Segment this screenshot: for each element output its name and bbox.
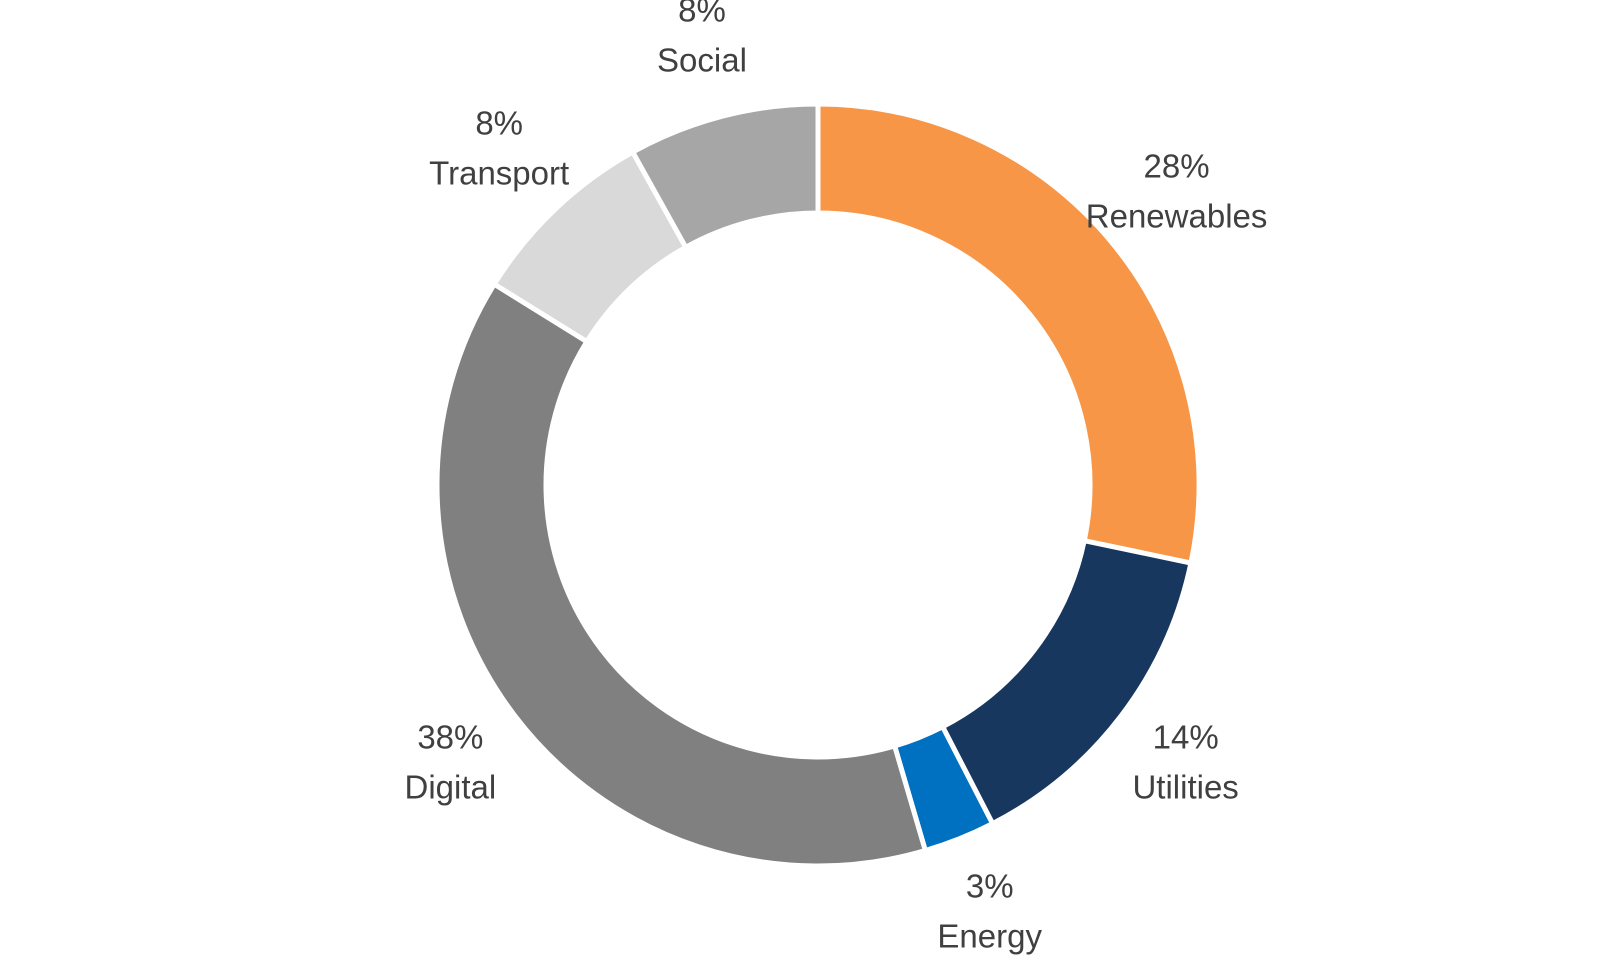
donut-slice [434,280,929,869]
category-label: Utilities [1132,769,1238,806]
category-label: Transport [429,154,569,191]
category-label: Digital [405,769,497,806]
category-label: Energy [937,918,1042,955]
data-label: 8% [475,104,523,141]
donut-slice [629,101,821,251]
category-label: Renewables [1086,197,1268,234]
data-label: 14% [1153,719,1219,756]
data-label: 8% [678,0,726,29]
donut-slice [815,101,1202,566]
category-label: Social [657,42,747,79]
data-label: 3% [966,868,1014,905]
data-label: 38% [417,719,483,756]
data-label: 28% [1144,147,1210,184]
